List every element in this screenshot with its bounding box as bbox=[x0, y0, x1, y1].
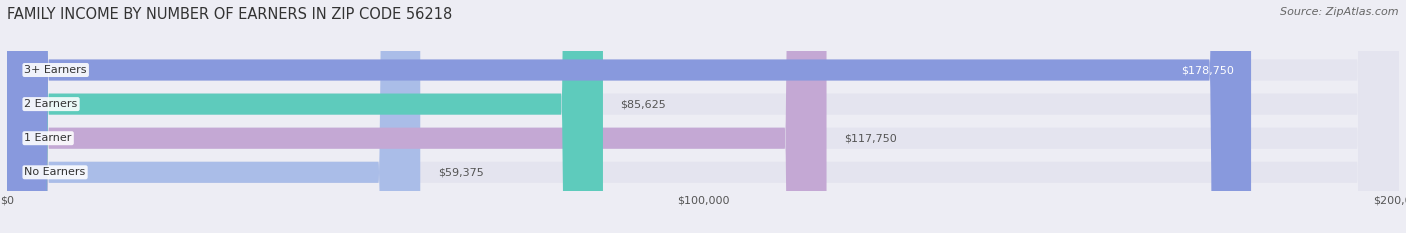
FancyBboxPatch shape bbox=[7, 0, 1399, 233]
Text: FAMILY INCOME BY NUMBER OF EARNERS IN ZIP CODE 56218: FAMILY INCOME BY NUMBER OF EARNERS IN ZI… bbox=[7, 7, 453, 22]
FancyBboxPatch shape bbox=[7, 0, 1399, 233]
FancyBboxPatch shape bbox=[7, 0, 603, 233]
FancyBboxPatch shape bbox=[7, 0, 420, 233]
FancyBboxPatch shape bbox=[7, 0, 1399, 233]
FancyBboxPatch shape bbox=[7, 0, 1399, 233]
Text: 1 Earner: 1 Earner bbox=[24, 133, 72, 143]
FancyBboxPatch shape bbox=[7, 0, 1251, 233]
Text: No Earners: No Earners bbox=[24, 167, 86, 177]
Text: $85,625: $85,625 bbox=[620, 99, 666, 109]
Text: 2 Earners: 2 Earners bbox=[24, 99, 77, 109]
FancyBboxPatch shape bbox=[7, 0, 827, 233]
Text: $117,750: $117,750 bbox=[844, 133, 897, 143]
Text: $178,750: $178,750 bbox=[1181, 65, 1233, 75]
Text: Source: ZipAtlas.com: Source: ZipAtlas.com bbox=[1281, 7, 1399, 17]
Text: 3+ Earners: 3+ Earners bbox=[24, 65, 87, 75]
Text: $59,375: $59,375 bbox=[437, 167, 484, 177]
